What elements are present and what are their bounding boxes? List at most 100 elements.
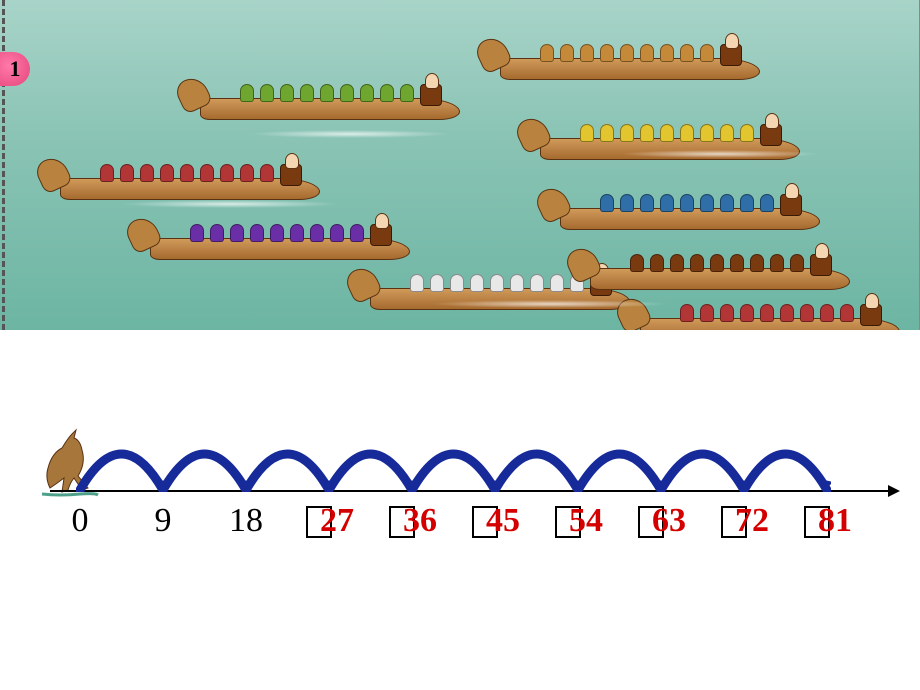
rower-icon — [240, 164, 254, 182]
rower-icon — [410, 274, 424, 292]
drummer-icon — [810, 254, 832, 276]
jump-arc — [491, 438, 582, 492]
rower-icon — [430, 274, 444, 292]
rower-icon — [600, 124, 614, 142]
rower-icon — [580, 44, 594, 62]
rower-icon — [640, 44, 654, 62]
jump-arc — [242, 438, 333, 492]
rower-icon — [190, 224, 204, 242]
rower-icon — [630, 254, 644, 272]
rower-icon — [530, 274, 544, 292]
rower-icon — [330, 224, 344, 242]
rower-icon — [470, 274, 484, 292]
rower-icon — [720, 304, 734, 322]
rowers-group — [410, 274, 584, 292]
rower-icon — [450, 274, 464, 292]
rower-icon — [260, 84, 274, 102]
rowers-group — [100, 164, 274, 182]
rower-icon — [700, 304, 714, 322]
rower-icon — [690, 254, 704, 272]
answer-label: 63 — [652, 502, 686, 540]
rowers-group — [680, 304, 854, 322]
jump-arc — [159, 438, 250, 492]
rower-icon — [840, 304, 854, 322]
rower-icon — [290, 224, 304, 242]
rower-icon — [760, 304, 774, 322]
rower-icon — [680, 304, 694, 322]
rower-icon — [510, 274, 524, 292]
drummer-icon — [280, 164, 302, 186]
rower-icon — [720, 194, 734, 212]
rower-icon — [680, 194, 694, 212]
drummer-icon — [720, 44, 742, 66]
rower-icon — [740, 304, 754, 322]
rower-icon — [700, 124, 714, 142]
rower-icon — [660, 44, 674, 62]
jump-arc — [325, 438, 416, 492]
rower-icon — [740, 194, 754, 212]
dragon-boat — [560, 180, 820, 230]
answer-label: 36 — [403, 502, 437, 540]
dragon-boat — [150, 210, 410, 260]
drummer-icon — [370, 224, 392, 246]
drummer-icon — [420, 84, 442, 106]
tick-label: 9 — [155, 502, 172, 540]
rower-icon — [640, 194, 654, 212]
dragon-boat — [590, 240, 850, 290]
rower-icon — [540, 44, 554, 62]
rower-icon — [340, 84, 354, 102]
rower-icon — [640, 124, 654, 142]
rower-icon — [260, 164, 274, 182]
answer-label: 72 — [735, 502, 769, 540]
rower-icon — [700, 194, 714, 212]
rower-icon — [750, 254, 764, 272]
jump-arc — [657, 438, 748, 492]
rower-icon — [740, 124, 754, 142]
rower-icon — [700, 44, 714, 62]
rowers-group — [600, 194, 774, 212]
answer-label: 81 — [818, 502, 852, 540]
rower-icon — [310, 224, 324, 242]
rower-icon — [100, 164, 114, 182]
rower-icon — [650, 254, 664, 272]
rower-icon — [580, 124, 594, 142]
answer-label: 54 — [569, 502, 603, 540]
rower-icon — [160, 164, 174, 182]
rower-icon — [120, 164, 134, 182]
page-number-tag: 1 — [0, 52, 30, 86]
rower-icon — [710, 254, 724, 272]
dragon-boat — [200, 70, 460, 120]
drummer-icon — [860, 304, 882, 326]
rower-icon — [680, 44, 694, 62]
rower-icon — [620, 124, 634, 142]
rower-icon — [490, 274, 504, 292]
rower-icon — [800, 304, 814, 322]
number-line-diagram: 091827364554637281 — [0, 420, 920, 580]
answer-label: 27 — [320, 502, 354, 540]
rower-icon — [820, 304, 834, 322]
rower-icon — [600, 44, 614, 62]
rowers-group — [580, 124, 754, 142]
jump-arc — [740, 438, 831, 492]
rower-icon — [660, 194, 674, 212]
rower-icon — [720, 124, 734, 142]
rower-icon — [210, 224, 224, 242]
rower-icon — [140, 164, 154, 182]
rower-icon — [220, 164, 234, 182]
rower-icon — [770, 254, 784, 272]
rower-icon — [200, 164, 214, 182]
rower-icon — [180, 164, 194, 182]
drummer-icon — [780, 194, 802, 216]
water-ripple — [430, 300, 670, 308]
rower-icon — [360, 84, 374, 102]
rower-icon — [620, 44, 634, 62]
rowers-group — [240, 84, 414, 102]
rowers-group — [190, 224, 364, 242]
rower-icon — [400, 84, 414, 102]
rowers-group — [540, 44, 714, 62]
drummer-icon — [760, 124, 782, 146]
rower-icon — [280, 84, 294, 102]
rower-icon — [250, 224, 264, 242]
rower-icon — [550, 274, 564, 292]
rower-icon — [240, 84, 254, 102]
